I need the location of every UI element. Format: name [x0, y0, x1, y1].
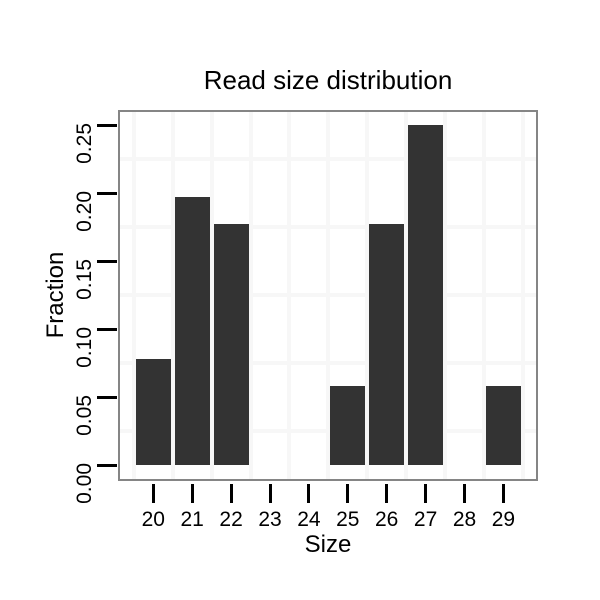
x-tick-label: 29 [491, 508, 516, 531]
gridline-horizontal [120, 225, 536, 229]
x-tick [151, 484, 155, 503]
x-tick-label: 28 [452, 508, 477, 531]
x-tick [346, 484, 350, 503]
chart-title: Read size distribution [203, 65, 453, 95]
x-tick [424, 484, 428, 503]
y-tick-label: 0.10 [73, 327, 96, 368]
x-tick-label: 26 [375, 508, 399, 531]
x-tick-label: 23 [258, 508, 282, 531]
x-tick [268, 484, 272, 503]
x-tick-label: 27 [413, 508, 438, 531]
bar-21 [174, 197, 210, 465]
x-tick [190, 484, 194, 503]
y-tick [97, 259, 117, 263]
x-tick [463, 484, 466, 503]
gridline-horizontal [120, 293, 536, 297]
gridline-horizontal [120, 157, 536, 161]
bar-22 [213, 224, 249, 465]
bar-26 [369, 224, 405, 465]
x-tick-label: 25 [336, 508, 360, 531]
y-tick-label: 0.15 [73, 259, 96, 300]
bar-20 [135, 358, 171, 465]
y-tick [97, 191, 117, 195]
x-tick-label: 20 [141, 508, 165, 531]
bar-29 [485, 386, 521, 465]
x-tick-label: 21 [180, 508, 204, 531]
x-tick-label: 22 [219, 508, 243, 531]
y-tick [97, 327, 117, 331]
gridline-horizontal [120, 361, 536, 365]
y-tick-label: 0.05 [73, 395, 96, 436]
x-tick [501, 484, 505, 503]
y-tick-label: 0.00 [73, 463, 96, 504]
x-tick [385, 484, 389, 503]
gridline-horizontal [120, 429, 536, 433]
x-tick-label: 24 [297, 508, 321, 531]
y-tick [97, 463, 117, 467]
y-tick [97, 123, 117, 127]
plot-panel [118, 110, 538, 481]
x-axis-title: Size [304, 531, 352, 558]
bar-25 [330, 386, 366, 465]
x-tick [307, 484, 311, 503]
y-tick-label: 0.25 [73, 123, 96, 164]
y-axis-title: Fraction [42, 251, 69, 339]
x-tick [229, 484, 233, 503]
y-tick-label: 0.20 [73, 191, 96, 232]
bar-27 [408, 125, 444, 465]
y-tick [97, 395, 117, 399]
